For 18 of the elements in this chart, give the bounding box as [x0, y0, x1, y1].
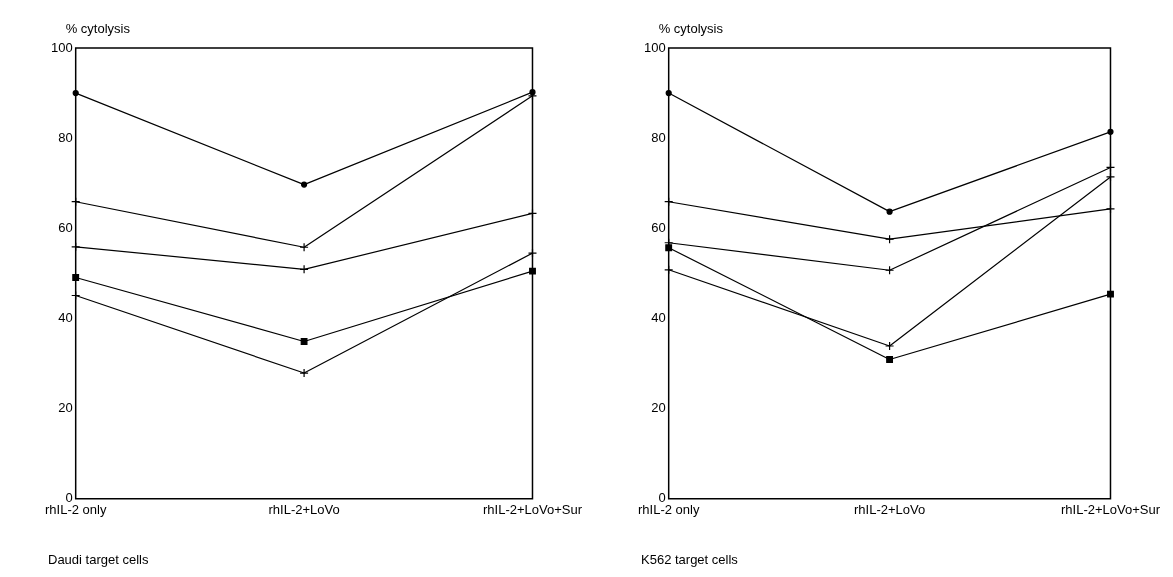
y-tick-label: 20 — [58, 400, 73, 416]
y-tick-label: 80 — [651, 129, 666, 145]
y-tick-label: 100 — [643, 39, 666, 55]
text: Daudi target cells — [48, 551, 149, 567]
x-tick-label: rhIL-2+LoVo+Sur — [1060, 502, 1161, 518]
text: K562 target cells — [641, 551, 739, 567]
y-tick-label: 100 — [50, 39, 73, 55]
y-axis-title: % cytolysis — [658, 21, 724, 37]
x-tick-label: rhIL-2+LoVo — [853, 502, 926, 518]
y-tick-label: 60 — [651, 219, 666, 235]
y-tick-label: 20 — [651, 400, 666, 416]
y-tick-label: 40 — [651, 310, 666, 326]
x-tick-label: rhIL-2+LoVo — [268, 502, 340, 518]
y-tick-label: 40 — [58, 310, 73, 326]
x-tick-label: rhIL-2+LoVo+Sur — [482, 502, 583, 518]
y-axis-title: % cytolysis — [65, 21, 131, 37]
y-tick-label: 60 — [58, 219, 73, 235]
y-tick-label: 80 — [58, 129, 73, 145]
